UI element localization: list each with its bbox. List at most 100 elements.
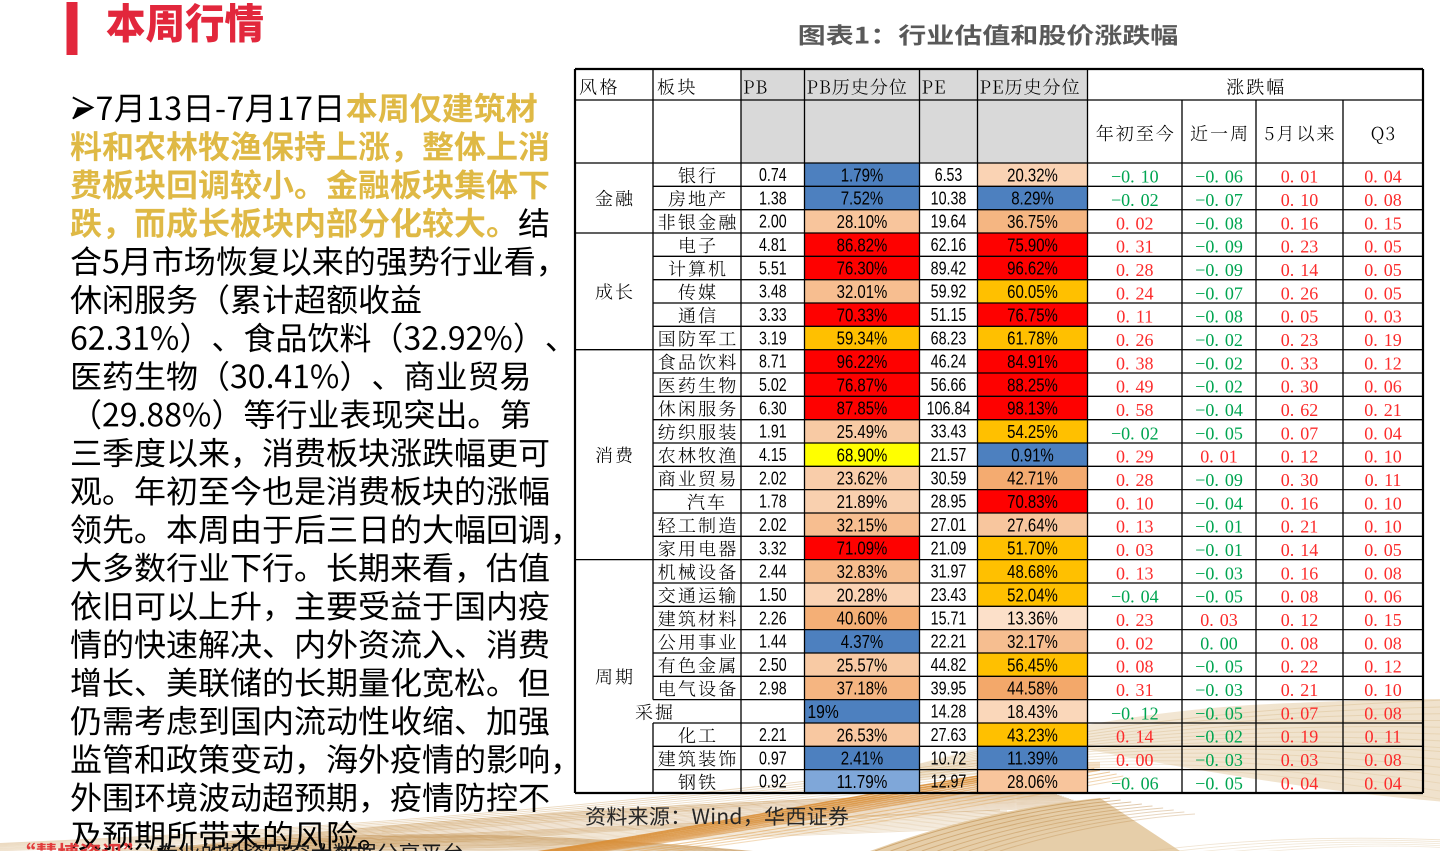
svg-text:0. 02: 0. 02 [1116, 213, 1154, 233]
svg-text:0. 19: 0. 19 [1281, 727, 1319, 747]
svg-text:2.41%: 2.41% [841, 748, 884, 769]
svg-text:−0. 02: −0. 02 [1195, 377, 1243, 397]
svg-text:4.15: 4.15 [759, 444, 787, 465]
svg-text:0. 03: 0. 03 [1200, 610, 1238, 630]
svg-text:0. 10: 0. 10 [1364, 517, 1402, 537]
svg-text:0. 04: 0. 04 [1364, 167, 1402, 187]
svg-text:0. 05: 0. 05 [1364, 260, 1402, 280]
svg-text:22.21: 22.21 [931, 631, 967, 652]
svg-text:87.85%: 87.85% [837, 398, 888, 419]
svg-text:23.43: 23.43 [931, 584, 967, 605]
svg-text:96.62%: 96.62% [1007, 258, 1058, 279]
svg-text:0. 23: 0. 23 [1116, 610, 1154, 630]
svg-text:0. 11: 0. 11 [1116, 307, 1153, 327]
svg-text:68.23: 68.23 [931, 327, 967, 348]
svg-text:0. 08: 0. 08 [1364, 750, 1402, 770]
svg-text:0. 13: 0. 13 [1116, 517, 1154, 537]
svg-text:70.83%: 70.83% [1007, 491, 1058, 512]
svg-text:25.49%: 25.49% [837, 421, 888, 442]
svg-text:−0. 05: −0. 05 [1195, 587, 1243, 607]
svg-text:0. 08: 0. 08 [1364, 190, 1402, 210]
svg-text:0. 62: 0. 62 [1281, 400, 1319, 420]
svg-text:0. 21: 0. 21 [1281, 680, 1319, 700]
svg-text:0. 14: 0. 14 [1116, 727, 1154, 747]
svg-text:2.98: 2.98 [759, 677, 787, 698]
svg-text:−0. 03: −0. 03 [1195, 680, 1243, 700]
svg-text:0.91%: 0.91% [1011, 444, 1054, 465]
svg-text:61.78%: 61.78% [1007, 328, 1058, 349]
svg-text:−0. 05: −0. 05 [1195, 423, 1243, 443]
svg-text:75.90%: 75.90% [1007, 234, 1058, 255]
svg-text:0. 06: 0. 06 [1364, 587, 1402, 607]
svg-text:0. 10: 0. 10 [1364, 447, 1402, 467]
svg-text:28.06%: 28.06% [1007, 771, 1058, 792]
svg-text:0. 28: 0. 28 [1116, 260, 1154, 280]
svg-text:1.79%: 1.79% [841, 164, 884, 185]
svg-text:96.22%: 96.22% [837, 351, 888, 372]
svg-text:0. 24: 0. 24 [1116, 283, 1154, 303]
svg-text:27.64%: 27.64% [1007, 514, 1058, 535]
svg-text:84.91%: 84.91% [1007, 351, 1058, 372]
svg-text:89.42: 89.42 [931, 257, 967, 278]
svg-text:42.71%: 42.71% [1007, 468, 1058, 489]
svg-text:71.09%: 71.09% [837, 538, 888, 559]
svg-text:0. 10: 0. 10 [1364, 493, 1402, 513]
svg-text:0. 38: 0. 38 [1116, 353, 1154, 373]
svg-text:−0. 05: −0. 05 [1195, 773, 1243, 793]
svg-text:0. 31: 0. 31 [1116, 680, 1154, 700]
svg-text:32.17%: 32.17% [1007, 631, 1058, 652]
svg-text:2.26: 2.26 [759, 607, 787, 628]
svg-text:−0. 02: −0. 02 [1195, 727, 1243, 747]
svg-text:−0. 05: −0. 05 [1195, 703, 1243, 723]
svg-text:6.53: 6.53 [935, 164, 963, 185]
svg-text:3.32: 3.32 [759, 537, 787, 558]
svg-text:46.24: 46.24 [931, 351, 967, 372]
svg-text:28.95: 28.95 [931, 491, 967, 512]
svg-text:1.78: 1.78 [759, 491, 787, 512]
svg-text:0. 26: 0. 26 [1281, 283, 1319, 303]
svg-text:0. 15: 0. 15 [1364, 213, 1402, 233]
svg-text:0. 07: 0. 07 [1281, 703, 1319, 723]
svg-text:44.58%: 44.58% [1007, 678, 1058, 699]
svg-text:52.04%: 52.04% [1007, 584, 1058, 605]
svg-text:39.95: 39.95 [931, 677, 967, 698]
svg-text:12.97: 12.97 [931, 771, 967, 792]
svg-text:32.83%: 32.83% [837, 561, 888, 582]
svg-text:0. 19: 0. 19 [1364, 330, 1402, 350]
svg-text:0. 16: 0. 16 [1281, 213, 1319, 233]
svg-text:51.15: 51.15 [931, 304, 967, 325]
svg-text:−0. 09: −0. 09 [1195, 237, 1243, 257]
svg-text:0. 58: 0. 58 [1116, 400, 1154, 420]
svg-text:48.68%: 48.68% [1007, 561, 1058, 582]
svg-text:14.28: 14.28 [931, 701, 967, 722]
svg-text:0. 30: 0. 30 [1281, 377, 1319, 397]
svg-text:0. 00: 0. 00 [1200, 633, 1238, 653]
svg-text:20.32%: 20.32% [1007, 164, 1058, 185]
svg-text:0. 03: 0. 03 [1364, 307, 1402, 327]
svg-text:6.30: 6.30 [759, 397, 787, 418]
svg-text:56.66: 56.66 [931, 374, 967, 395]
svg-text:7.52%: 7.52% [841, 188, 884, 209]
svg-text:0. 02: 0. 02 [1116, 633, 1154, 653]
svg-text:−0. 07: −0. 07 [1195, 283, 1243, 303]
svg-text:11.79%: 11.79% [837, 771, 888, 792]
svg-text:3.19: 3.19 [759, 327, 787, 348]
svg-text:−0. 10: −0. 10 [1111, 167, 1159, 187]
svg-text:1.50: 1.50 [759, 584, 787, 605]
svg-text:0. 26: 0. 26 [1116, 330, 1154, 350]
svg-text:0. 14: 0. 14 [1281, 260, 1319, 280]
svg-text:31.97: 31.97 [931, 561, 967, 582]
svg-text:0. 03: 0. 03 [1281, 750, 1319, 770]
svg-text:0. 08: 0. 08 [1364, 703, 1402, 723]
svg-text:30.59: 30.59 [931, 467, 967, 488]
svg-text:−0. 12: −0. 12 [1111, 703, 1159, 723]
svg-text:−0. 05: −0. 05 [1195, 657, 1243, 677]
svg-text:13.36%: 13.36% [1007, 608, 1058, 629]
svg-text:11.39%: 11.39% [1007, 748, 1058, 769]
svg-text:0. 30: 0. 30 [1281, 470, 1319, 490]
svg-text:−0. 08: −0. 08 [1195, 213, 1243, 233]
svg-text:2.50: 2.50 [759, 654, 787, 675]
svg-text:2.00: 2.00 [759, 211, 787, 232]
svg-text:33.43: 33.43 [931, 421, 967, 442]
svg-text:51.70%: 51.70% [1007, 538, 1058, 559]
